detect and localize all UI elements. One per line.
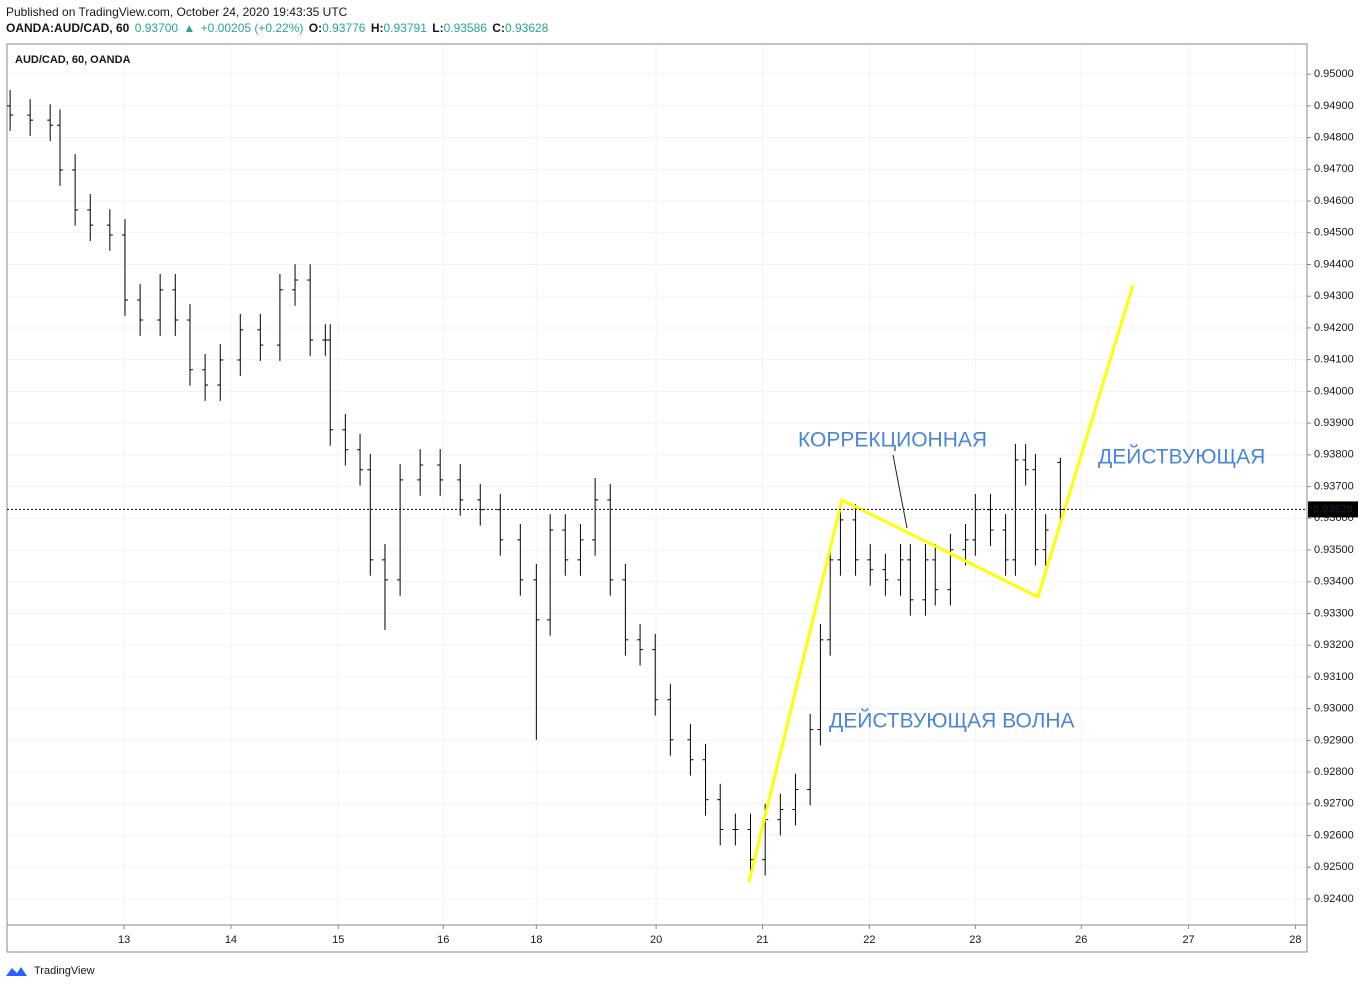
h: 0.93791: [384, 21, 428, 35]
x-tick-label: 14: [225, 934, 237, 946]
price: 0.93700: [135, 21, 179, 35]
l: 0.93586: [444, 21, 488, 35]
x-tick-label: 27: [1182, 934, 1194, 946]
arrow: ▲: [183, 21, 195, 35]
y-tick-label: 0.93300: [1314, 607, 1354, 619]
y-tick-label: 0.95000: [1314, 68, 1354, 80]
y-tick-label: 0.93900: [1314, 417, 1354, 429]
published: Published on TradingView.com, October 24…: [6, 5, 348, 19]
x-tick-label: 28: [1289, 934, 1301, 946]
y-tick-label: 0.92500: [1314, 861, 1354, 873]
x-tick-label: 18: [530, 934, 542, 946]
y-tick-label: 0.94600: [1314, 195, 1354, 207]
y-tick-label: 0.92400: [1314, 893, 1354, 905]
annotation: ДЕЙСТВУЮЩАЯ: [1098, 445, 1265, 469]
x-tick-label: 20: [650, 934, 662, 946]
y-tick-label: 0.93400: [1314, 576, 1354, 588]
annotation: КОРРЕКЦИОННАЯ: [798, 429, 987, 452]
c-label: C:: [492, 21, 505, 35]
y-tick-label: 0.94800: [1314, 131, 1354, 143]
symbol: OANDA:AUD/CAD, 60: [6, 21, 130, 35]
footer-logo: TradingView: [6, 965, 95, 977]
annotation: ДЕЙСТВУЮЩАЯ ВОЛНА: [829, 709, 1075, 733]
y-tick-label: 0.93700: [1314, 480, 1354, 492]
footer-text: TradingView: [34, 965, 95, 977]
time-axis: [6, 924, 1308, 953]
y-tick-label: 0.94200: [1314, 322, 1354, 334]
x-tick-label: 16: [437, 934, 449, 946]
l-label: L:: [432, 21, 443, 35]
y-tick-label: 0.94000: [1314, 385, 1354, 397]
change: +0.00205 (+0.22%): [201, 21, 304, 35]
y-tick-label: 0.93500: [1314, 544, 1354, 556]
y-tick-label: 0.92600: [1314, 829, 1354, 841]
last-price-label: 0.93628: [1313, 503, 1353, 515]
y-tick-label: 0.93800: [1314, 449, 1354, 461]
y-tick-label: 0.94300: [1314, 290, 1354, 302]
legend-line: OANDA:AUD/CAD, 60 0.93700 ▲ +0.00205 (+0…: [6, 21, 549, 35]
x-tick-label: 15: [332, 934, 344, 946]
wave-drawing: [747, 284, 1135, 883]
y-tick-label: 0.93000: [1314, 703, 1354, 715]
o-label: O:: [309, 21, 322, 35]
y-tick-label: 0.93200: [1314, 639, 1354, 651]
annotation-pointer: [892, 454, 908, 529]
bars: [7, 90, 1064, 876]
grid: [7, 44, 1311, 929]
logo-icon: [6, 967, 27, 976]
y-tick-label: 0.92700: [1314, 798, 1354, 810]
y-tick-label: 0.92800: [1314, 766, 1354, 778]
y-tick-label: 0.94900: [1314, 100, 1354, 112]
c: 0.93628: [505, 21, 549, 35]
y-tick-label: 0.94700: [1314, 163, 1354, 175]
x-tick-label: 21: [756, 934, 768, 946]
y-tick-label: 0.92900: [1314, 734, 1354, 746]
pane-border: [6, 43, 1308, 926]
x-tick-label: 23: [969, 934, 981, 946]
y-tick-label: 0.94400: [1314, 258, 1354, 270]
x-tick-label: 26: [1075, 934, 1087, 946]
y-tick-label: 0.93100: [1314, 671, 1354, 683]
o: 0.93776: [322, 21, 366, 35]
h-label: H:: [371, 21, 384, 35]
x-tick-label: 13: [118, 934, 130, 946]
y-tick-label: 0.94500: [1314, 227, 1354, 239]
x-tick-label: 22: [863, 934, 875, 946]
pane-title: AUD/CAD, 60, OANDA: [15, 54, 131, 66]
last-price-box: [1308, 501, 1358, 518]
y-tick-label: 0.94100: [1314, 354, 1354, 366]
